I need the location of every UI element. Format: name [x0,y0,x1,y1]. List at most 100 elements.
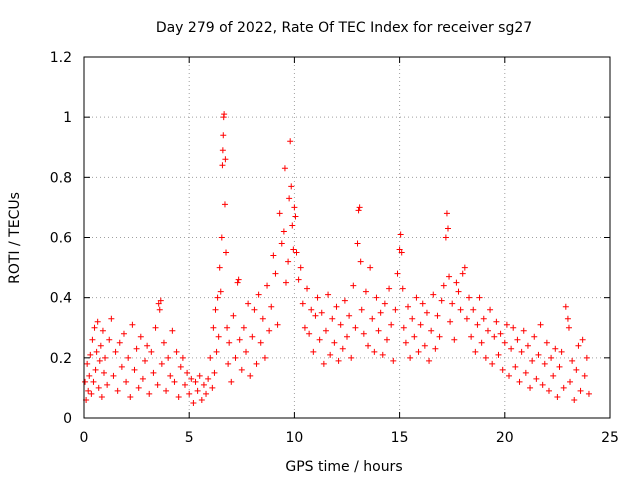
data-point [110,372,117,379]
data-point [216,264,223,271]
data-point [522,369,529,376]
data-point [85,387,92,394]
y-tick-label: 0.4 [50,291,72,307]
data-point [139,375,146,382]
data-point [274,321,281,328]
data-point [409,315,416,322]
data-point [230,312,237,319]
data-point [142,357,149,364]
data-point [158,360,165,367]
x-tick-label: 20 [496,430,514,446]
data-point [290,246,297,253]
data-point [419,300,426,307]
data-point [354,240,361,247]
data-point [251,306,258,313]
data-point [235,276,242,283]
data-point [562,303,569,310]
data-point [388,321,395,328]
data-point [352,324,359,331]
data-point [571,396,578,403]
data-point [133,345,140,352]
data-point [160,339,167,346]
data-point [120,330,127,337]
data-point [312,312,319,319]
data-point [308,306,315,313]
data-point [91,324,98,331]
data-point [234,279,241,286]
x-tick-label: 5 [185,430,194,446]
data-point [516,378,523,385]
data-point [129,321,136,328]
data-point [249,333,256,340]
data-point [430,291,437,298]
data-point [379,351,386,358]
data-point [329,315,336,322]
data-point [154,381,161,388]
data-point [272,270,279,277]
data-point [225,360,232,367]
data-point [375,327,382,334]
data-point [135,384,142,391]
data-point [259,315,266,322]
data-point [377,309,384,316]
data-point [268,303,275,310]
data-point [322,327,329,334]
data-point [210,324,217,331]
data-point [565,324,572,331]
data-point [457,306,464,313]
data-point [184,369,191,376]
data-point [554,393,561,400]
data-point [337,321,344,328]
data-point [213,348,220,355]
data-point [167,372,174,379]
data-point [92,366,99,373]
data-point [335,357,342,364]
data-point [169,327,176,334]
data-point [428,327,435,334]
data-point [87,351,94,358]
data-point [318,309,325,316]
data-point [281,165,288,172]
data-point [367,264,374,271]
data-point [181,381,188,388]
data-point [442,234,449,241]
data-point [506,372,513,379]
data-point [261,354,268,361]
y-tick-label: 0.6 [50,231,72,247]
data-point [222,156,229,163]
y-tick-label: 1 [63,110,72,126]
data-point [214,294,221,301]
data-point [84,360,91,367]
data-point [573,366,580,373]
data-point [157,297,164,304]
data-point [552,345,559,352]
data-point [320,360,327,367]
data-point [245,300,252,307]
data-point [82,378,89,385]
data-point [482,354,489,361]
data-point [558,348,565,355]
data-point [219,162,226,169]
data-point [150,369,157,376]
data-point [396,246,403,253]
data-point [470,306,477,313]
data-point [453,279,460,286]
data-point [531,333,538,340]
data-point [217,288,224,295]
data-point [491,333,498,340]
data-point [397,231,404,238]
data-point [94,318,101,325]
x-tick-label: 15 [391,430,409,446]
data-point [224,324,231,331]
x-axis-label: GPS time / hours [285,459,402,475]
data-point [449,300,456,307]
y-axis-ticks: 0 0.2 0.4 0.6 0.8 1 1.2 [50,50,610,427]
data-point [316,336,323,343]
data-point [98,393,105,400]
data-point [264,282,271,289]
data-point [90,378,97,385]
data-point [365,342,372,349]
data-point [579,336,586,343]
grid-lines [84,57,610,418]
